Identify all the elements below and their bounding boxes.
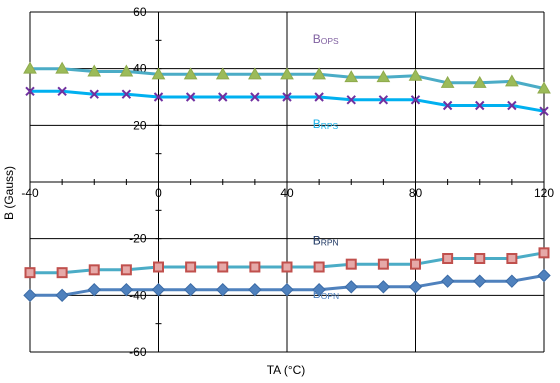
square-marker <box>88 264 100 276</box>
triangle-marker <box>472 75 487 88</box>
y-tick-label: -20 <box>129 232 147 246</box>
triangle-marker <box>23 61 37 74</box>
square-marker <box>345 258 357 270</box>
square-marker <box>377 258 389 270</box>
series-layer <box>23 61 551 303</box>
x-tick-label: 40 <box>280 186 294 200</box>
square-marker <box>249 261 261 273</box>
square-marker <box>217 261 229 273</box>
diamond-marker <box>216 282 230 297</box>
square-marker <box>153 261 164 273</box>
square-marker <box>24 267 36 279</box>
diamond-marker <box>87 282 101 297</box>
x-marker <box>378 95 389 105</box>
x-marker <box>282 92 292 102</box>
diamond-marker <box>505 274 519 288</box>
x-marker <box>57 86 67 97</box>
x-marker <box>89 89 99 99</box>
square-marker <box>313 261 325 273</box>
triangle-marker <box>183 67 198 80</box>
x-marker <box>218 92 228 102</box>
y-axis-title: B (Gauss) <box>2 166 16 220</box>
triangle-marker <box>248 67 262 80</box>
y-tick-label: 60 <box>133 5 147 19</box>
x-marker <box>121 89 132 99</box>
diamond-marker <box>473 274 487 288</box>
x-marker <box>507 100 517 111</box>
triangle-marker <box>215 67 230 80</box>
square-marker <box>185 261 197 273</box>
series-annotation-label: BOPN <box>313 287 339 301</box>
y-tick-label: -60 <box>129 345 147 359</box>
x-tick-label: -40 <box>21 186 39 200</box>
triangle-marker <box>376 70 391 83</box>
x-marker <box>250 92 260 102</box>
series-3 <box>24 247 550 279</box>
x-marker <box>185 92 196 102</box>
triangle-marker <box>280 67 294 80</box>
triangle-marker <box>344 70 359 83</box>
diamond-marker <box>23 288 37 303</box>
x-marker <box>475 100 485 111</box>
annotations: BOPS BRPS BRPN BOPN <box>313 32 339 301</box>
square-marker <box>538 247 550 259</box>
square-marker <box>474 253 486 264</box>
diamond-marker <box>440 274 455 288</box>
triangle-marker <box>440 75 455 88</box>
x-marker <box>346 95 356 105</box>
diamond-marker <box>537 268 551 283</box>
series-annotation-label: BRPN <box>313 233 339 247</box>
diamond-marker <box>312 282 326 297</box>
x-marker <box>25 86 35 97</box>
triangle-marker <box>119 64 134 77</box>
triangle-marker <box>55 61 69 74</box>
x-axis-title: TA (°C) <box>267 363 306 377</box>
square-marker <box>281 261 293 273</box>
diamond-marker <box>151 282 166 297</box>
diamond-marker <box>248 282 262 297</box>
diamond-marker <box>376 280 391 294</box>
x-marker <box>539 106 549 116</box>
diamond-marker <box>344 280 358 294</box>
x-tick-label: 0 <box>155 186 162 200</box>
x-marker <box>410 95 421 105</box>
series-annotation-label: BOPS <box>313 32 339 46</box>
x-tick-label: 80 <box>409 186 423 200</box>
triangle-marker <box>537 81 551 94</box>
x-marker <box>314 92 324 102</box>
series-2 <box>25 86 549 116</box>
x-marker <box>153 92 164 102</box>
x-marker <box>442 100 453 111</box>
y-tick-label: 20 <box>133 118 147 132</box>
y-tick-label: -40 <box>129 288 147 302</box>
series-1 <box>23 61 551 94</box>
x-tick-label: 120 <box>534 186 554 200</box>
triangle-marker <box>408 68 423 81</box>
diamond-marker <box>280 282 294 297</box>
series-4 <box>23 268 551 303</box>
diamond-marker <box>55 288 69 303</box>
triangle-marker <box>505 74 519 87</box>
square-marker <box>410 258 421 270</box>
diamond-marker <box>119 282 134 297</box>
square-marker <box>442 253 454 264</box>
series-annotation-label: BRPS <box>313 117 339 131</box>
square-marker <box>506 253 518 264</box>
diamond-marker <box>183 282 198 297</box>
square-marker <box>120 264 132 276</box>
triangle-marker <box>87 64 102 77</box>
triangle-marker <box>312 67 326 80</box>
diamond-marker <box>408 280 423 294</box>
triangle-marker <box>151 67 166 80</box>
square-marker <box>56 267 68 279</box>
